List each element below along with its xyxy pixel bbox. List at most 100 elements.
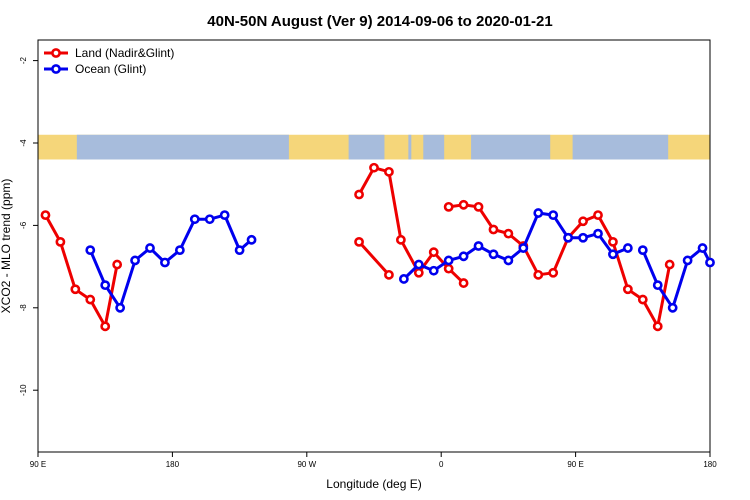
data-point — [369, 162, 379, 173]
y-axis-ticks: -2 -4 -6 -8 -10 — [19, 56, 38, 396]
data-point — [204, 214, 215, 225]
series-line — [44, 214, 119, 328]
data-point — [443, 263, 454, 274]
data-point — [593, 228, 603, 239]
data-point — [578, 216, 588, 227]
legend-label: Land (Nadir&Glint) — [75, 46, 174, 60]
data-point — [189, 214, 200, 225]
data-point — [593, 210, 603, 220]
data-point — [85, 245, 96, 256]
map-strip-ocean — [76, 134, 289, 160]
data-point — [488, 224, 499, 235]
data-point — [473, 201, 484, 212]
x-tick-label: 90 E — [30, 460, 46, 469]
series-line — [402, 211, 629, 281]
data-point — [533, 208, 544, 218]
data-point — [608, 249, 618, 260]
data-point — [174, 245, 185, 256]
data-point — [488, 249, 499, 260]
series-1 — [85, 208, 715, 313]
data-point — [608, 236, 618, 247]
data-point — [667, 302, 678, 313]
data-point — [70, 284, 81, 295]
legend: Land (Nadir&Glint) Ocean (Glint) — [44, 46, 174, 76]
data-point — [705, 257, 715, 268]
data-point — [578, 232, 588, 243]
data-point — [40, 210, 51, 220]
data-point — [652, 280, 663, 291]
data-point — [622, 284, 633, 295]
data-point — [428, 265, 439, 276]
map-strip-ocean — [471, 134, 551, 160]
map-strip-ocean — [423, 134, 445, 160]
data-point — [85, 294, 96, 305]
data-point — [637, 294, 648, 305]
data-point — [458, 199, 469, 210]
data-point — [145, 243, 155, 253]
data-point — [55, 236, 66, 247]
legend-marker — [51, 48, 61, 58]
data-point — [384, 269, 394, 280]
x-axis-label: Longitude (deg E) — [326, 477, 421, 491]
data-point — [458, 251, 469, 262]
data-point — [100, 321, 111, 332]
data-point — [413, 267, 424, 278]
data-point — [160, 257, 170, 268]
data-point — [473, 241, 484, 251]
data-point — [458, 278, 469, 288]
data-point — [548, 267, 559, 278]
x-tick-label: 90 W — [297, 460, 316, 469]
map-strip-ocean — [408, 134, 412, 160]
y-tick-label: -6 — [19, 221, 28, 229]
legend-marker — [51, 64, 61, 74]
series-line — [357, 240, 391, 277]
data-point — [622, 243, 633, 253]
map-strip-ocean — [348, 134, 385, 160]
data-point — [637, 245, 648, 256]
data-point — [398, 274, 409, 284]
y-tick-label: -10 — [19, 384, 28, 396]
y-axis-label: XCO2 - MLO trend (ppm) — [0, 179, 13, 314]
data-point — [246, 234, 257, 245]
data-point — [413, 259, 424, 270]
series-layer — [40, 162, 715, 332]
data-point — [234, 245, 245, 256]
plot-frame — [37, 39, 711, 453]
series-0 — [40, 162, 675, 332]
x-axis-ticks: 90 E 180 90 W 0 90 E 180 — [30, 452, 717, 469]
data-point — [548, 210, 559, 220]
series-line — [641, 246, 712, 310]
data-point — [354, 236, 364, 247]
y-tick-label: -4 — [19, 139, 28, 147]
data-point — [563, 232, 574, 243]
data-point — [697, 243, 708, 253]
x-tick-label: 180 — [703, 460, 717, 469]
data-point — [395, 234, 406, 245]
data-point — [443, 201, 454, 212]
data-point — [100, 280, 111, 291]
chart-title: 40N-50N August (Ver 9) 2014-09-06 to 202… — [207, 13, 552, 30]
data-point — [115, 302, 126, 313]
map-strip-ocean — [572, 134, 669, 160]
data-point — [112, 259, 123, 270]
data-point — [428, 247, 439, 258]
series-line — [448, 203, 672, 328]
data-point — [518, 243, 529, 253]
y-tick-label: -8 — [19, 304, 28, 312]
data-point — [503, 228, 514, 239]
data-point — [130, 255, 140, 266]
x-tick-label: 90 E — [567, 460, 583, 469]
data-point — [652, 321, 663, 332]
x-tick-label: 180 — [166, 460, 180, 469]
legend-label: Ocean (Glint) — [75, 62, 146, 76]
data-point — [384, 166, 394, 177]
data-point — [533, 269, 544, 280]
data-point — [443, 255, 454, 266]
x-tick-label: 0 — [439, 460, 444, 469]
map-strip — [38, 134, 710, 160]
y-tick-label: -2 — [19, 56, 28, 64]
data-point — [503, 255, 514, 266]
data-point — [664, 259, 675, 270]
data-point — [354, 189, 364, 200]
